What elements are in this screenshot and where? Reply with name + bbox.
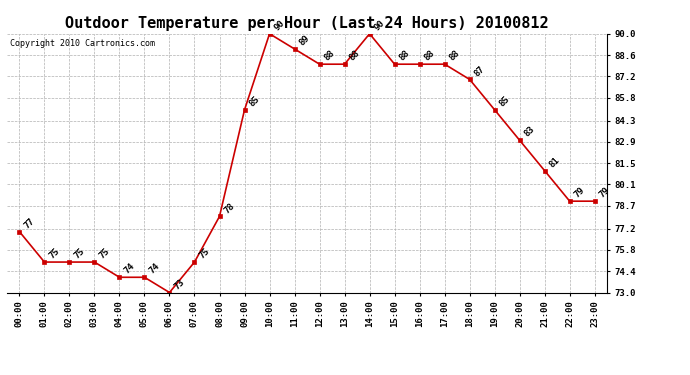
Text: 74: 74 <box>147 262 161 276</box>
Text: 75: 75 <box>97 247 111 261</box>
Text: 85: 85 <box>497 94 511 108</box>
Text: 77: 77 <box>22 216 36 230</box>
Text: 79: 79 <box>573 186 586 200</box>
Text: 78: 78 <box>222 201 236 215</box>
Text: 88: 88 <box>422 49 436 63</box>
Text: 87: 87 <box>473 64 486 78</box>
Text: 88: 88 <box>447 49 462 63</box>
Text: 81: 81 <box>547 155 562 170</box>
Text: 90: 90 <box>273 18 286 32</box>
Text: 83: 83 <box>522 125 536 139</box>
Text: 75: 75 <box>72 247 86 261</box>
Text: Copyright 2010 Cartronics.com: Copyright 2010 Cartronics.com <box>10 39 155 48</box>
Text: 73: 73 <box>172 277 186 291</box>
Text: 90: 90 <box>373 18 386 32</box>
Text: 75: 75 <box>47 247 61 261</box>
Text: 74: 74 <box>122 262 136 276</box>
Text: 88: 88 <box>347 49 362 63</box>
Title: Outdoor Temperature per Hour (Last 24 Hours) 20100812: Outdoor Temperature per Hour (Last 24 Ho… <box>66 16 549 31</box>
Text: 79: 79 <box>598 186 611 200</box>
Text: 88: 88 <box>397 49 411 63</box>
Text: 89: 89 <box>297 34 311 48</box>
Text: 85: 85 <box>247 94 262 108</box>
Text: 75: 75 <box>197 247 211 261</box>
Text: 88: 88 <box>322 49 336 63</box>
